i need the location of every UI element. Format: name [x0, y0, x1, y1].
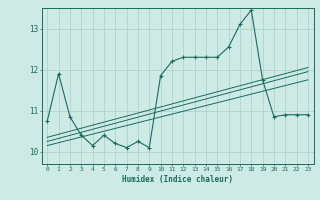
X-axis label: Humidex (Indice chaleur): Humidex (Indice chaleur)	[122, 175, 233, 184]
